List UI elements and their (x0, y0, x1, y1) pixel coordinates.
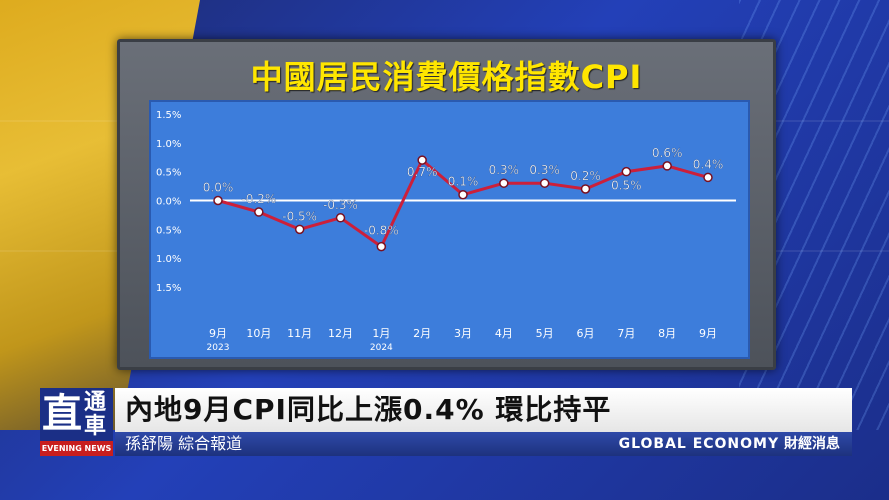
logo-char-small: 通 (84, 389, 107, 415)
x-tick-label: 9月 (699, 327, 717, 340)
x-tick-label: 3月 (454, 327, 472, 340)
logo-char-small: 車 (84, 413, 107, 439)
x-tick-label: 10月 (246, 327, 271, 340)
x-tick-label: 4月 (495, 327, 513, 340)
logo-char-big: 直 (42, 390, 82, 437)
x-tick-label: 11月 (287, 327, 312, 340)
chart-panel: 中國居民消費價格指數CPI 1.5% 1.0% 0.5% 0.0% 0.5% 1.0% 1.… (117, 39, 776, 370)
x-tick-label: 12月 (328, 327, 353, 340)
headline: 內地9月CPI同比上漲0.4% 環比持平 (115, 388, 852, 432)
data-label: 0.2% (570, 169, 601, 183)
reporter-credit: 孫舒陽 綜合報道 (125, 434, 243, 453)
chart-title: 中國居民消費價格指數CPI (250, 58, 643, 96)
program-english: GLOBAL ECONOMY (618, 436, 780, 452)
data-point (294, 224, 305, 235)
data-label: 0.1% (448, 175, 479, 189)
data-label: -0.5% (282, 209, 317, 223)
plot-area: 1.5% 1.0% 0.5% 0.0% 0.5% 1.0% 1.5% 0.0% -0.2% -0.… (149, 100, 750, 359)
x-tick-label: 8月 (658, 327, 676, 340)
data-label: -0.3% (323, 198, 358, 212)
data-point (499, 178, 509, 188)
cpi-line-chart: 1.5% 1.0% 0.5% 0.0% 0.5% 1.0% 1.5% 0.0% -0.2% -0.… (156, 110, 736, 353)
data-point (703, 172, 713, 183)
y-tick-label: 1.0% (156, 139, 181, 150)
data-point (417, 155, 427, 165)
channel-logo: 直 通 車 EVENING NEWS (40, 388, 113, 456)
sub-bar: 孫舒陽 綜合報道 GLOBAL ECONOMY 財經消息 (115, 432, 852, 456)
y-tick-label: 0.5% (156, 225, 181, 236)
x-tick-label: 7月 (617, 327, 635, 340)
data-label: 0.0% (203, 181, 234, 195)
y-tick-label: 0.0% (156, 197, 181, 208)
data-point (458, 189, 468, 200)
program-name: GLOBAL ECONOMY 財經消息 (619, 432, 840, 456)
data-label: 0.4% (693, 157, 724, 171)
y-tick-label: 1.0% (156, 254, 181, 265)
data-label: 0.6% (652, 146, 683, 160)
data-point (662, 161, 672, 171)
x-tick-label: 2月 (413, 327, 431, 340)
data-label: -0.2% (241, 192, 276, 206)
data-label: 0.3% (489, 163, 520, 177)
data-point (213, 195, 223, 206)
x-tick-label: 5月 (536, 327, 554, 340)
y-tick-label: 1.5% (156, 283, 181, 294)
data-point (335, 213, 346, 223)
data-label: 0.5% (611, 179, 642, 193)
x-tick-year-label: 2024 (370, 343, 393, 353)
data-point (539, 178, 550, 188)
x-tick-year-label: 2023 (207, 343, 230, 353)
x-tick-label: 1月 (372, 327, 390, 340)
x-tick-label: 6月 (577, 327, 595, 340)
program-chinese: 財經消息 (784, 436, 840, 452)
y-tick-label: 1.5% (156, 110, 181, 121)
data-point (376, 241, 387, 252)
x-tick-label: 9月 (209, 327, 227, 340)
data-point (621, 166, 632, 177)
y-tick-label: 0.5% (156, 168, 181, 179)
data-label: 0.7% (407, 165, 438, 179)
logo-chinese: 直 通 車 (40, 388, 113, 440)
news-lower-third: 直 通 車 EVENING NEWS 內地9月CPI同比上漲0.4% 環比持平 … (40, 388, 852, 456)
data-label: -0.8% (364, 224, 399, 238)
cpi-series-line (217, 158, 709, 249)
data-point (580, 184, 591, 194)
data-point (254, 207, 264, 217)
data-label: 0.3% (529, 163, 560, 177)
logo-english: EVENING NEWS (40, 441, 113, 456)
